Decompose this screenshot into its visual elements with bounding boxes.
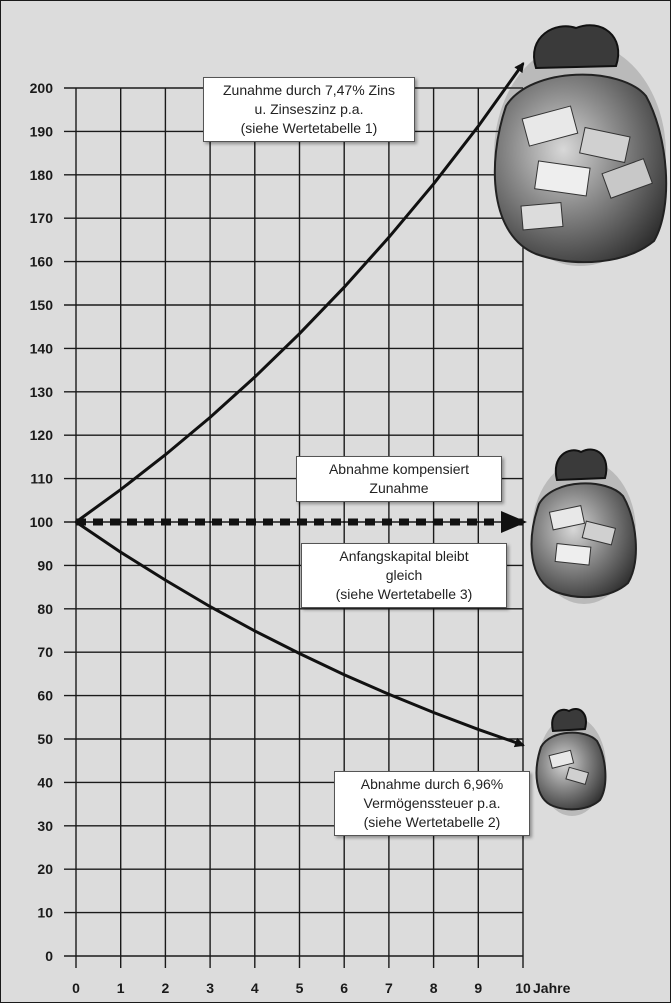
annotation-constant: Anfangskapital bleibt gleich (siehe Wert…: [301, 543, 507, 608]
series-1-point-9: [477, 520, 480, 524]
x-tick-label: 2: [162, 980, 170, 996]
money-bag-large-icon: [493, 24, 668, 266]
series-1-point-5: [298, 520, 301, 524]
x-tick-label: 9: [474, 980, 482, 996]
x-tick-label: 0: [72, 980, 80, 996]
y-tick-label: 120: [30, 427, 54, 443]
series-0-point-2: [164, 453, 167, 456]
annotation-constant-line-2: gleich: [385, 567, 423, 583]
y-tick-label: 20: [37, 861, 53, 877]
y-tick-label: 160: [30, 254, 54, 270]
y-tick-label: 30: [37, 818, 53, 834]
y-tick-label: 80: [37, 601, 53, 617]
annotation-decrease: Abnahme durch 6,96% Vermögenssteuer p.a.…: [334, 771, 530, 836]
series-1-point-4: [253, 520, 256, 524]
series-0-point-4: [253, 375, 256, 379]
x-tick-label: 4: [251, 980, 259, 996]
series-2-point-10: [521, 743, 525, 747]
y-tick-label: 0: [45, 948, 53, 964]
x-tick-label: 10: [515, 980, 531, 996]
money-bag-small-icon: [535, 708, 607, 816]
series-1-point-2: [164, 520, 167, 524]
series-1-point-6: [343, 520, 346, 524]
series-1-point-8: [432, 520, 435, 524]
annotation-decrease-line-1: Abnahme durch 6,96%: [360, 776, 504, 792]
series-0-point-3: [208, 416, 212, 419]
series-1-point-3: [208, 520, 212, 524]
y-tick-label: 40: [37, 774, 53, 790]
series-1-point-10: [521, 520, 525, 524]
annotation-decrease-line-3: (siehe Wertetabelle 2): [363, 814, 501, 830]
annotation-growth: Zunahme durch 7,47% Zins u. Zinseszinz p…: [203, 77, 415, 142]
annotation-growth-line-2: u. Zinseszinz p.a.: [254, 101, 364, 117]
annotation-compensate-line-1: Abnahme kompensiert: [328, 461, 470, 477]
x-tick-label: 8: [430, 980, 438, 996]
y-tick-label: 190: [30, 123, 54, 139]
series: [74, 62, 527, 748]
x-tick-label: 7: [385, 980, 393, 996]
series-0-point-1: [119, 488, 122, 491]
y-tick-label: 90: [37, 557, 53, 573]
series-1-point-1: [119, 520, 122, 524]
series-0-point-5: [298, 332, 301, 335]
y-tick-label: 60: [37, 688, 53, 704]
y-tick-label: 170: [30, 210, 54, 226]
grid: [64, 87, 524, 968]
annotation-constant-line-3: (siehe Wertetabelle 3): [335, 586, 473, 602]
y-tick-label: 140: [30, 340, 54, 356]
annotation-growth-line-3: (siehe Wertetabelle 1): [240, 120, 378, 136]
y-tick-label: 200: [30, 80, 54, 96]
series-2-point-6: [343, 673, 346, 676]
series-0-point-9: [477, 124, 480, 128]
annotation-compensate-line-2: Zunahme: [369, 480, 429, 496]
annotation-decrease-line-2: Vermögenssteuer p.a.: [363, 795, 501, 811]
series-0-point-7: [387, 236, 391, 239]
money-bag-medium-icon: [530, 448, 637, 604]
y-tick-label: 180: [30, 167, 54, 183]
annotation-growth-line-1: Zunahme durch 7,47% Zins: [223, 82, 395, 98]
series-2-point-1: [119, 551, 122, 554]
x-tick-label: 1: [117, 980, 125, 996]
series-2-point-5: [298, 652, 301, 655]
annotation-constant-line-1: Anfangskapital bleibt: [339, 548, 469, 564]
y-tick-label: 130: [30, 384, 54, 400]
series-2-point-8: [432, 711, 435, 714]
series-2-point-2: [164, 578, 167, 582]
series-2-point-3: [208, 605, 212, 608]
y-tick-label: 70: [37, 644, 53, 660]
y-tick-label: 10: [37, 905, 53, 921]
series-0-point-6: [343, 286, 346, 289]
annotation-compensate: Abnahme kompensiert Zunahme: [296, 456, 502, 502]
series-0-point-8: [432, 182, 435, 186]
x-tick-label: 5: [296, 980, 304, 996]
series-2-point-0: [74, 520, 78, 524]
y-tick-label: 110: [30, 471, 53, 487]
series-2-point-4: [253, 629, 256, 633]
x-axis-label: Jahre: [533, 980, 571, 996]
series-0-point-10: [521, 62, 525, 65]
series-1-point-7: [387, 520, 391, 524]
x-tick-label: 6: [340, 980, 348, 996]
y-tick-label: 50: [37, 731, 53, 747]
series-2-point-7: [387, 693, 391, 696]
x-tick-label: 3: [206, 980, 214, 996]
axes: 0 1 2 3 4 5 6 7 8 9 100102030405060708090100110120…: [30, 80, 571, 996]
series-2-point-9: [477, 728, 480, 731]
y-tick-label: 150: [30, 297, 54, 313]
y-tick-label: 100: [30, 514, 54, 530]
